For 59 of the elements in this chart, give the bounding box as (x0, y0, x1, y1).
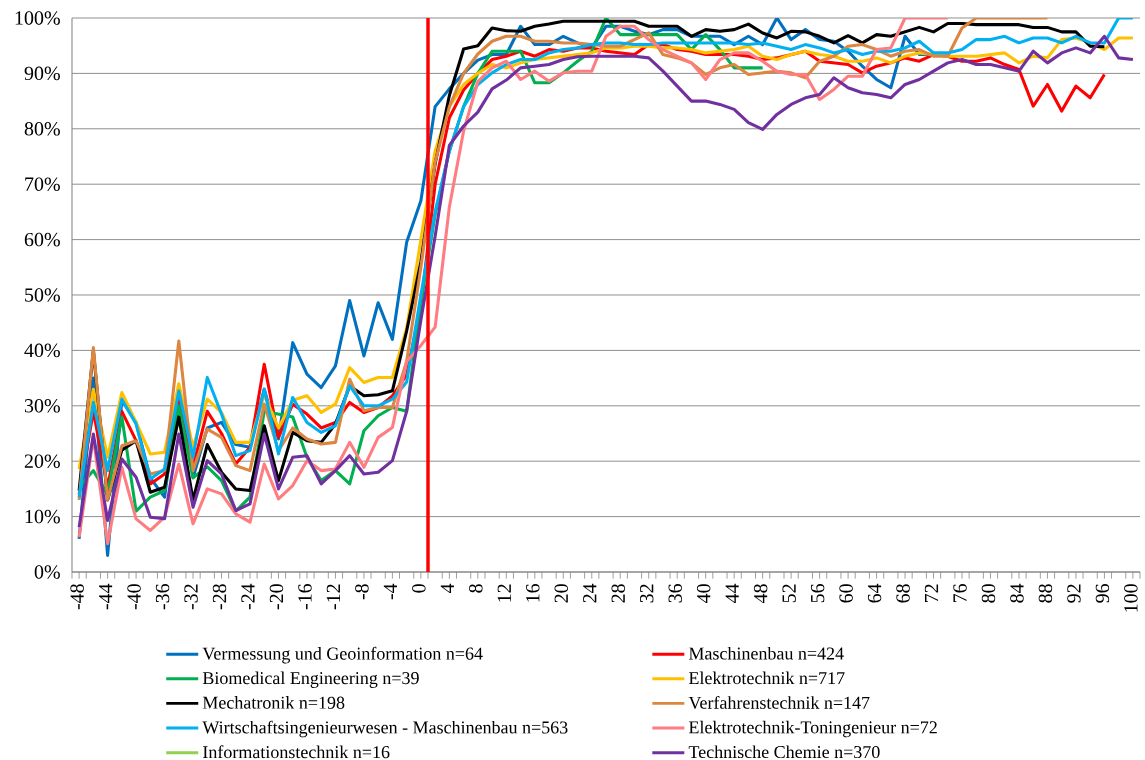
legend-label: Vermessung und Geoinformation n=64 (202, 646, 483, 664)
y-tick-label: 30% (24, 399, 60, 413)
x-tick-label: -24 (241, 583, 255, 610)
x-tick-label: -16 (298, 583, 312, 610)
x-tick-label: 24 (583, 583, 597, 603)
x-tick-label: 92 (1067, 584, 1081, 603)
y-tick-label: 70% (25, 177, 60, 191)
x-tick-label: 16 (526, 583, 540, 602)
legend-label: Wirtschaftsingenieurwesen - Maschinenbau n=563 (202, 720, 568, 738)
x-tick-label: 84 (1010, 583, 1024, 603)
y-tick-label: 90% (24, 66, 60, 81)
x-tick-label: 36 (668, 583, 682, 603)
x-tick-label: 88 (1038, 584, 1053, 603)
x-tick-label: -32 (184, 584, 198, 610)
y-tick-label: 0% (34, 565, 60, 579)
x-tick-label: 20 (554, 584, 569, 603)
x-tick-label: -20 (269, 584, 284, 610)
x-tick-label: 4 (440, 583, 454, 593)
x-tick-label: -8 (355, 584, 369, 600)
x-tick-label: 32 (640, 584, 654, 603)
legend-label: Technische Chemie n=370 (688, 745, 880, 759)
x-tick-label: -12 (326, 584, 340, 610)
x-tick-label: -44 (98, 583, 113, 610)
x-tick-label: -48 (70, 584, 84, 610)
x-tick-label: 64 (867, 583, 882, 603)
legend-label: Biomedical Engineering n=39 (202, 671, 419, 688)
x-tick-label: 48 (753, 584, 768, 603)
x-tick-label: 44 (725, 583, 739, 603)
x-tick-label: -4 (383, 583, 397, 600)
legend-label: Informationstechnik n=16 (203, 745, 390, 759)
x-tick-label: 80 (981, 584, 996, 603)
x-tick-label: -28 (212, 584, 227, 610)
x-tick-label: 12 (497, 584, 511, 602)
y-tick-label: 40% (24, 343, 60, 358)
x-tick-label: 76 (953, 583, 967, 603)
y-tick-label: 10% (25, 509, 60, 524)
x-tick-label: 56 (810, 583, 825, 603)
legend-label: Elektrotechnik-Toningenieur n=72 (688, 720, 937, 738)
x-tick-label: 100 (1124, 584, 1138, 612)
x-tick-label: 52 (782, 584, 796, 603)
y-tick-label: 60% (24, 232, 60, 247)
y-tick-label: 80% (24, 122, 60, 136)
y-tick-label: 50% (25, 288, 60, 302)
x-tick-label: 96 (1095, 583, 1110, 603)
y-tick-label: 100% (15, 11, 60, 25)
x-tick-label: 40 (696, 584, 711, 603)
legend-label: Elektrotechnik n=717 (688, 671, 845, 685)
x-tick-label: 68 (896, 584, 910, 603)
legend-label: Verfahrenstechnik n=147 (688, 696, 870, 709)
legend-label: Maschinenbau n=424 (688, 646, 844, 660)
x-tick-label: -40 (127, 584, 141, 610)
x-tick-label: -36 (155, 583, 170, 610)
legend-label: Mechatronik n=198 (202, 696, 345, 709)
x-tick-label: 0 (412, 584, 426, 593)
x-tick-label: 60 (839, 584, 853, 603)
x-tick-label: 8 (469, 584, 483, 593)
x-tick-label: 28 (611, 584, 625, 603)
y-tick-label: 20% (24, 454, 60, 468)
x-tick-label: 72 (924, 584, 939, 603)
